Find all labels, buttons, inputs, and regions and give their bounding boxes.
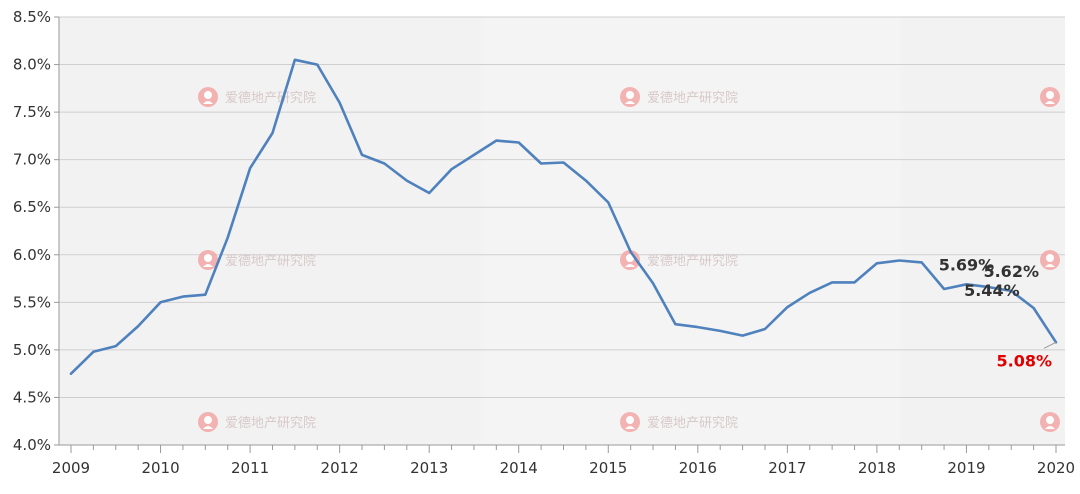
logo-icon-body: [625, 264, 635, 267]
logo-icon-inner: [204, 416, 212, 424]
y-tick-label: 6.0%: [13, 246, 51, 264]
watermark-text: 爱德地产研究院: [225, 416, 316, 431]
y-tick-label: 4.0%: [13, 436, 51, 454]
x-axis-ticks: 2009 2010 2011 2012 2013 2014 2015 2016 2017 2018…: [52, 459, 1075, 477]
y-tick-label: 8.0%: [13, 56, 51, 74]
logo-icon-inner: [1046, 91, 1054, 99]
watermark-text: 爱德地产研究院: [647, 91, 738, 106]
data-label: 5.62%: [983, 262, 1039, 281]
x-tick-label: 2010: [141, 459, 179, 477]
x-tick-label: 2018: [858, 459, 896, 477]
data-label: 5.69%: [939, 255, 995, 274]
x-tick-label: 2011: [231, 459, 269, 477]
logo-icon-inner: [626, 91, 634, 99]
logo-icon-body: [1045, 264, 1055, 267]
data-label: 5.08%: [996, 351, 1052, 370]
logo-icon-inner: [626, 254, 634, 262]
series-layer: [69, 58, 1058, 375]
watermark: 爱德地产研究院: [620, 250, 738, 270]
logo-icon-inner: [204, 254, 212, 262]
logo-icon-body: [203, 264, 213, 267]
x-tick-label: 2009: [52, 459, 90, 477]
y-tick-label: 6.5%: [13, 198, 51, 216]
watermark: [1040, 412, 1060, 432]
grid-lines: [59, 16, 1065, 446]
logo-icon-body: [203, 101, 213, 104]
y-tick-label: 7.5%: [13, 103, 51, 121]
logo-icon-body: [1045, 426, 1055, 429]
watermark: 爱德地产研究院: [620, 87, 738, 107]
watermark-text: 爱德地产研究院: [647, 254, 738, 269]
watermark: [1040, 250, 1060, 270]
logo-icon-body: [203, 426, 213, 429]
y-tick-label: 8.5%: [13, 8, 51, 26]
watermark: [1040, 87, 1060, 107]
watermark: 爱德地产研究院: [198, 412, 316, 432]
x-tick-label: 2012: [321, 459, 359, 477]
x-tick-label: 2015: [589, 459, 627, 477]
x-tick-label: 2019: [947, 459, 985, 477]
y-tick-label: 5.5%: [13, 293, 51, 311]
watermark: 爱德地产研究院: [198, 87, 316, 107]
logo-icon-inner: [204, 91, 212, 99]
x-tick-label: 2013: [410, 459, 448, 477]
axes: [54, 16, 1065, 453]
logo-icon-inner: [626, 416, 634, 424]
watermark: 爱德地产研究院: [198, 250, 316, 270]
plot-bands: [59, 17, 1065, 445]
plot-band: [482, 17, 900, 445]
watermark: 爱德地产研究院: [620, 412, 738, 432]
plot-band: [59, 17, 480, 445]
logo-icon-inner: [1046, 254, 1054, 262]
x-tick-label: 2016: [679, 459, 717, 477]
logo-icon-body: [625, 101, 635, 104]
y-tick-label: 4.5%: [13, 388, 51, 406]
data-label: 5.44%: [964, 281, 1020, 300]
y-tick-label: 5.0%: [13, 341, 51, 359]
y-axis-ticks: 4.0% 4.5% 5.0% 5.5% 6.0% 6.5% 7.0% 7.5% 8.0% 8.5%: [13, 8, 51, 454]
data-labels: 5.69%5.62%5.44% 5.08%: [939, 255, 1057, 370]
y-tick-label: 7.0%: [13, 151, 51, 169]
plot-band: [902, 17, 1065, 445]
logo-icon-body: [625, 426, 635, 429]
series-line: [69, 58, 1058, 375]
x-tick-label: 2017: [768, 459, 806, 477]
watermark-text: 爱德地产研究院: [647, 416, 738, 431]
logo-icon-body: [1045, 101, 1055, 104]
x-tick-label: 2020: [1037, 459, 1075, 477]
watermark-text: 爱德地产研究院: [225, 91, 316, 106]
watermark-text: 爱德地产研究院: [225, 254, 316, 269]
label-leader-line: [1043, 341, 1057, 349]
logo-icon-inner: [1046, 416, 1054, 424]
x-tick-label: 2014: [500, 459, 538, 477]
